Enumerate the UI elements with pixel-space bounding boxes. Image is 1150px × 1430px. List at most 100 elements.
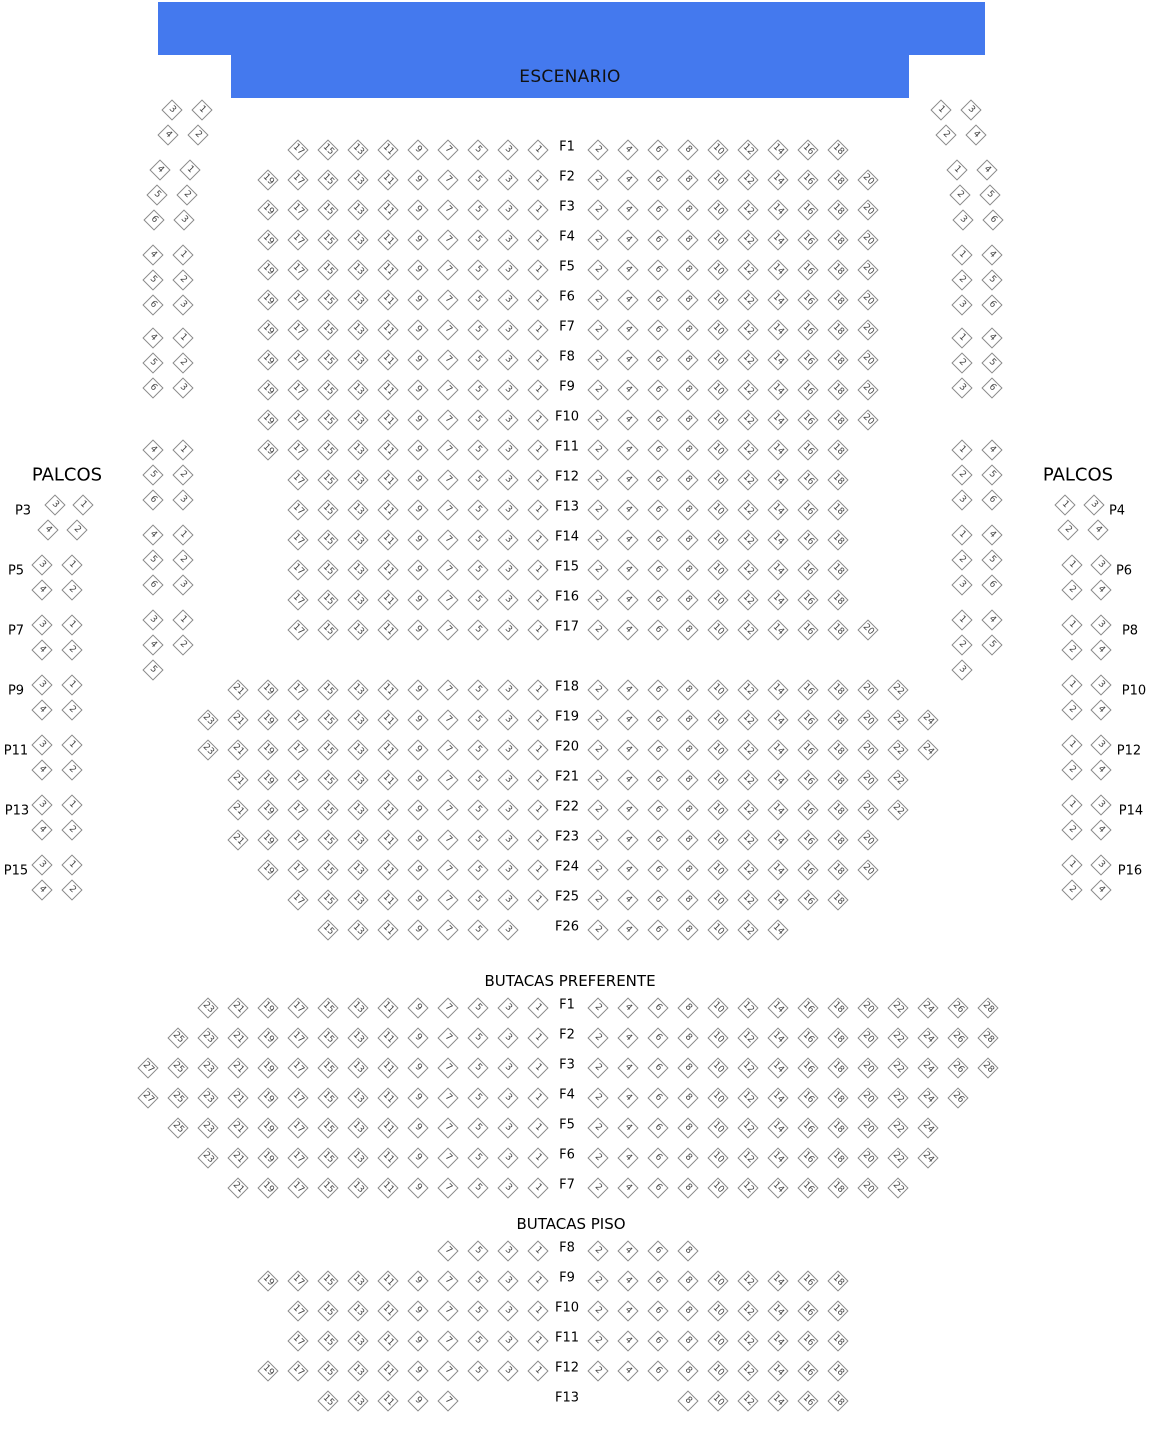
piso-seat[interactable]: 7 (437, 1330, 459, 1352)
preferente-seat[interactable]: 11 (377, 1147, 399, 1169)
platea-seat[interactable]: 1 (527, 739, 549, 761)
platea-seat[interactable]: 13 (347, 169, 369, 191)
box-left-seat[interactable]: 3 (172, 489, 194, 511)
piso-seat[interactable]: 18 (827, 1390, 849, 1412)
platea-seat[interactable]: 6 (647, 679, 669, 701)
platea-seat[interactable]: 10 (707, 859, 729, 881)
preferente-seat[interactable]: 5 (467, 1147, 489, 1169)
box-right-seat[interactable]: 1 (946, 159, 968, 181)
platea-seat[interactable]: 4 (617, 409, 639, 431)
platea-seat[interactable]: 2 (587, 259, 609, 281)
preferente-seat[interactable]: 13 (347, 1027, 369, 1049)
platea-seat[interactable]: 20 (857, 379, 879, 401)
platea-seat[interactable]: 18 (827, 409, 849, 431)
preferente-seat[interactable]: 23 (197, 997, 219, 1019)
platea-seat[interactable]: 12 (737, 499, 759, 521)
platea-seat[interactable]: 22 (887, 739, 909, 761)
platea-seat[interactable]: 21 (227, 799, 249, 821)
platea-seat[interactable]: 5 (467, 799, 489, 821)
box-left-seat[interactable]: 5 (142, 659, 164, 681)
preferente-seat[interactable]: 21 (227, 997, 249, 1019)
platea-seat[interactable]: 16 (797, 289, 819, 311)
platea-seat[interactable]: 19 (257, 829, 279, 851)
platea-seat[interactable]: 19 (257, 439, 279, 461)
preferente-seat[interactable]: 14 (767, 1057, 789, 1079)
platea-seat[interactable]: 20 (857, 769, 879, 791)
platea-seat[interactable]: 15 (317, 439, 339, 461)
preferente-seat[interactable]: 15 (317, 1027, 339, 1049)
preferente-seat[interactable]: 8 (677, 1147, 699, 1169)
preferente-seat[interactable]: 4 (617, 1147, 639, 1169)
platea-seat[interactable]: 4 (617, 469, 639, 491)
piso-seat[interactable]: 15 (317, 1300, 339, 1322)
palco-seat[interactable]: 2 (61, 879, 83, 901)
platea-seat[interactable]: 3 (497, 919, 519, 941)
platea-seat[interactable]: 4 (617, 439, 639, 461)
platea-seat[interactable]: 12 (737, 889, 759, 911)
platea-seat[interactable]: 7 (437, 259, 459, 281)
platea-seat[interactable]: 13 (347, 139, 369, 161)
preferente-seat[interactable]: 17 (287, 997, 309, 1019)
palco-seat[interactable]: 3 (44, 494, 66, 516)
platea-seat[interactable]: 11 (377, 709, 399, 731)
box-right-seat[interactable]: 1 (951, 524, 973, 546)
piso-seat[interactable]: 12 (737, 1390, 759, 1412)
piso-seat[interactable]: 5 (467, 1330, 489, 1352)
box-left-seat[interactable]: 1 (172, 524, 194, 546)
platea-seat[interactable]: 18 (827, 229, 849, 251)
platea-seat[interactable]: 8 (677, 409, 699, 431)
platea-seat[interactable]: 19 (257, 199, 279, 221)
box-right-seat[interactable]: 2 (949, 184, 971, 206)
platea-seat[interactable]: 10 (707, 799, 729, 821)
platea-seat[interactable]: 2 (587, 709, 609, 731)
preferente-seat[interactable]: 8 (677, 1057, 699, 1079)
platea-seat[interactable]: 15 (317, 709, 339, 731)
platea-seat[interactable]: 23 (197, 739, 219, 761)
platea-seat[interactable]: 6 (647, 859, 669, 881)
box-right-seat[interactable]: 3 (951, 659, 973, 681)
platea-seat[interactable]: 9 (407, 589, 429, 611)
piso-seat[interactable]: 17 (287, 1330, 309, 1352)
platea-seat[interactable]: 4 (617, 589, 639, 611)
preferente-seat[interactable]: 22 (887, 1027, 909, 1049)
preferente-seat[interactable]: 10 (707, 997, 729, 1019)
platea-seat[interactable]: 15 (317, 589, 339, 611)
preferente-seat[interactable]: 18 (827, 1147, 849, 1169)
piso-seat[interactable]: 3 (497, 1240, 519, 1262)
preferente-seat[interactable]: 26 (947, 997, 969, 1019)
platea-seat[interactable]: 5 (467, 169, 489, 191)
palco-seat[interactable]: 4 (37, 519, 59, 541)
platea-seat[interactable]: 2 (587, 529, 609, 551)
platea-seat[interactable]: 9 (407, 439, 429, 461)
preferente-seat[interactable]: 2 (587, 1117, 609, 1139)
platea-seat[interactable]: 21 (227, 829, 249, 851)
piso-seat[interactable]: 14 (767, 1330, 789, 1352)
preferente-seat[interactable]: 19 (257, 1117, 279, 1139)
palco-seat[interactable]: 4 (1090, 819, 1112, 841)
piso-seat[interactable]: 7 (437, 1360, 459, 1382)
platea-seat[interactable]: 8 (677, 379, 699, 401)
preferente-seat[interactable]: 1 (527, 1027, 549, 1049)
preferente-seat[interactable]: 7 (437, 1177, 459, 1199)
platea-seat[interactable]: 16 (797, 229, 819, 251)
platea-seat[interactable]: 14 (767, 229, 789, 251)
platea-seat[interactable]: 3 (497, 559, 519, 581)
platea-seat[interactable]: 9 (407, 199, 429, 221)
platea-seat[interactable]: 11 (377, 469, 399, 491)
palco-seat[interactable]: 1 (61, 854, 83, 876)
platea-seat[interactable]: 19 (257, 259, 279, 281)
preferente-seat[interactable]: 8 (677, 1177, 699, 1199)
preferente-seat[interactable]: 10 (707, 1147, 729, 1169)
platea-seat[interactable]: 9 (407, 919, 429, 941)
platea-seat[interactable]: 10 (707, 199, 729, 221)
palco-seat[interactable]: 2 (61, 759, 83, 781)
platea-seat[interactable]: 8 (677, 169, 699, 191)
platea-seat[interactable]: 3 (497, 889, 519, 911)
preferente-seat[interactable]: 2 (587, 1057, 609, 1079)
platea-seat[interactable]: 10 (707, 679, 729, 701)
platea-seat[interactable]: 12 (737, 799, 759, 821)
preferente-seat[interactable]: 17 (287, 1027, 309, 1049)
preferente-seat[interactable]: 4 (617, 1027, 639, 1049)
platea-seat[interactable]: 17 (287, 709, 309, 731)
platea-seat[interactable]: 2 (587, 439, 609, 461)
